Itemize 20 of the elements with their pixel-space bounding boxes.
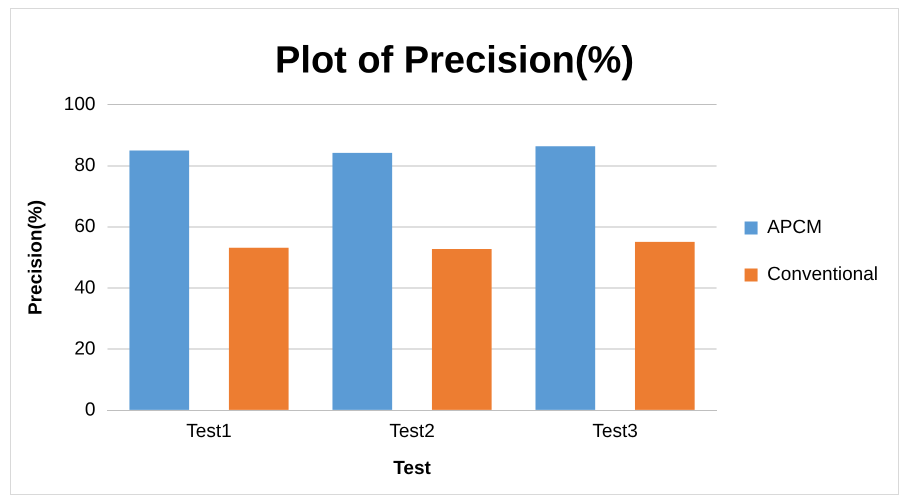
x-tick-label: Test1 xyxy=(186,421,232,442)
legend-label: APCM xyxy=(767,217,822,238)
y-axis-title: Precision(%) xyxy=(26,200,47,316)
y-tick-label: 20 xyxy=(74,338,96,360)
bar xyxy=(535,146,596,410)
legend-label: Conventional xyxy=(767,264,878,286)
bar xyxy=(432,248,492,410)
bar xyxy=(129,150,190,410)
x-tick-label: Test2 xyxy=(389,421,435,442)
y-tick-label: 60 xyxy=(74,216,96,238)
y-tick-label: 0 xyxy=(84,400,96,421)
y-tick-label: 100 xyxy=(64,94,96,115)
x-tick-label: Test3 xyxy=(592,421,638,442)
x-axis-title: Test xyxy=(393,458,432,479)
bar xyxy=(228,248,289,410)
y-tick-label: 80 xyxy=(74,154,96,176)
y-tick-label: 40 xyxy=(74,277,96,298)
bar xyxy=(332,152,392,410)
chart-title: Plot of Precision(%) xyxy=(275,39,634,82)
bar xyxy=(634,242,695,410)
